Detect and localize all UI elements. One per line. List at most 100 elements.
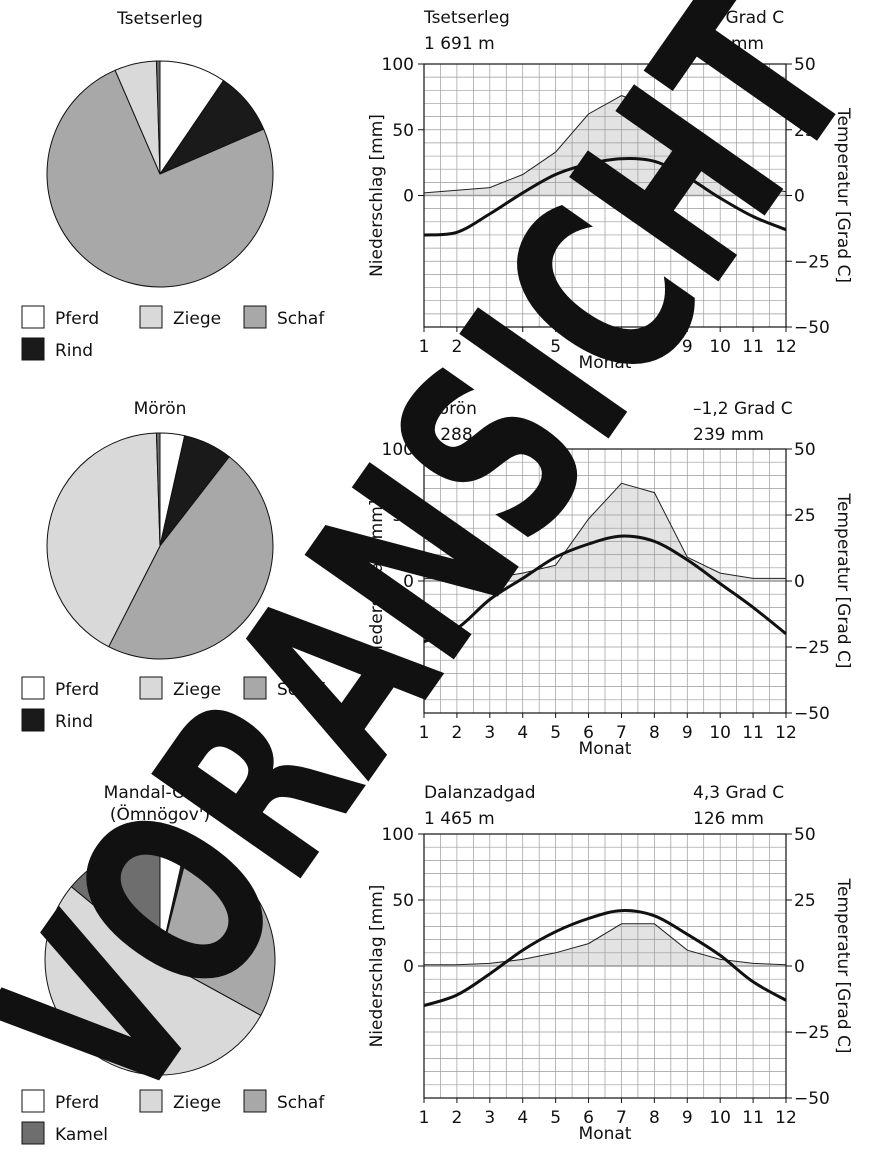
precip-tick-label: 50 [392,506,414,526]
pie-slice-ziege [44,885,262,1076]
x-axis-label: Monat [579,1124,632,1144]
temp-tick-label: −50 [794,318,830,338]
pie-slice-ziege [46,432,161,648]
y-axis-label-precipitation: Niederschlag [mm] [367,114,387,277]
x-tick-label: 6 [583,1108,594,1128]
y-axis-label-temperature: Temperatur [Grad C] [833,107,853,283]
legend-label-schaf: Schaf [277,680,325,700]
legend-label-pferd: Pferd [55,309,99,329]
x-tick-label: 3 [484,1108,495,1128]
precip-tick-label: 0 [403,957,414,977]
temp-tick-label: 0 [794,957,805,977]
x-tick-label: 7 [616,723,627,743]
station-name: Dalanzadgad [424,783,536,803]
temp-tick-label: 50 [794,440,816,460]
legend-label-ziege: Ziege [173,1093,221,1113]
precip-tick-label: 100 [382,440,414,460]
x-tick-label: 1 [419,723,430,743]
legend-swatch-rind [21,708,45,732]
legend-label-ziege: Ziege [173,680,221,700]
legend-swatch-pferd [21,305,45,329]
x-tick-label: 7 [616,1108,627,1128]
temp-tick-label: 0 [794,187,805,207]
legend-swatch-ziege [139,1089,163,1113]
legend-label-schaf: Schaf [277,1093,325,1113]
legend-swatch-schaf [243,305,267,329]
temp-tick-label: 0 [794,572,805,592]
precip-tick-label: 100 [382,55,414,75]
x-tick-label: 10 [709,337,731,357]
pie-title: Tsetserleg [116,9,203,29]
temp-tick-label: 25 [794,121,816,141]
legend-swatch-pferd [21,676,45,700]
x-tick-label: 8 [649,337,660,357]
legend-swatch-schaf [243,1089,267,1113]
temp-tick-label: 50 [794,55,816,75]
x-tick-label: 11 [742,337,764,357]
x-tick-label: 6 [583,337,594,357]
temp-tick-label: 25 [794,506,816,526]
x-tick-label: 12 [775,723,797,743]
y-axis-label-precipitation: Niederschlag [mm] [367,885,387,1048]
pie-slice-schaf [159,848,276,1017]
legend-label-pferd: Pferd [55,680,99,700]
x-tick-label: 9 [682,1108,693,1128]
annual-temperature: 4,3 Grad C [693,783,784,803]
y-axis-label-precipitation: Niederschlag [mm] [367,500,387,663]
pie-chart-1: Tsetserleg Pferd Ziege Schaf Rind [21,9,325,361]
annual-precipitation: 315 mm [693,34,764,54]
temp-tick-label: 50 [794,825,816,845]
precipitation-line [423,95,787,194]
station-name: Tsetserleg [423,8,510,28]
legend-label-ziege: Ziege [173,309,221,329]
x-tick-label: 12 [775,337,797,357]
precip-tick-label: 0 [403,187,414,207]
x-tick-label: 3 [484,337,495,357]
x-tick-label: 4 [517,337,528,357]
pie-title-line-2: (Ömnögov') [110,803,210,825]
x-axis-label: Monat [579,353,632,373]
x-tick-label: 5 [550,337,561,357]
temp-tick-label: −25 [794,252,830,272]
x-tick-label: 4 [517,1108,528,1128]
precip-tick-label: 100 [382,825,414,845]
temp-tick-label: 25 [794,891,816,911]
y-axis-label-temperature: Temperatur [Grad C] [833,493,853,669]
precip-tick-label: 50 [392,121,414,141]
legend-label-rind: Rind [55,712,93,732]
pie-chart-2: Mörön Pferd Ziege Schaf Rind [21,399,325,732]
x-tick-label: 10 [709,1108,731,1128]
x-tick-label: 1 [419,1108,430,1128]
x-tick-label: 12 [775,1108,797,1128]
temp-tick-label: −25 [794,1023,830,1043]
station-altitude: 1 691 m [424,34,495,54]
pie-slice-schaf [46,69,274,288]
x-tick-label: 5 [550,723,561,743]
precipitation-line [424,482,786,579]
x-tick-label: 6 [583,723,594,743]
legend-label-rind: Rind [55,341,93,361]
temperature-line [423,534,787,644]
x-tick-label: 5 [550,1108,561,1128]
legend-swatch-rind [21,337,45,361]
pie-title: Mörön [134,399,187,419]
pie-chart-3: Mandal-Ovoo (Ömnögov') Pferd Ziege Schaf Kame… [21,783,325,1145]
legend-swatch-kamel [21,1121,45,1145]
legend-swatch-pferd [21,1089,45,1113]
x-tick-label: 2 [451,337,462,357]
temperature-line [423,909,787,1008]
station-name: Mörön [424,399,477,419]
precip-tick-label: 50 [392,891,414,911]
temp-tick-label: −50 [794,1089,830,1109]
legend-label-kamel: Kamel [55,1125,108,1145]
station-altitude: 1 465 m [424,809,495,829]
legend-swatch-ziege [139,305,163,329]
x-tick-label: 11 [742,723,764,743]
pie-title: Mandal-Ovoo (Ömnögov') [104,783,217,825]
x-tick-label: 8 [649,723,660,743]
legend-swatch-ziege [139,676,163,700]
